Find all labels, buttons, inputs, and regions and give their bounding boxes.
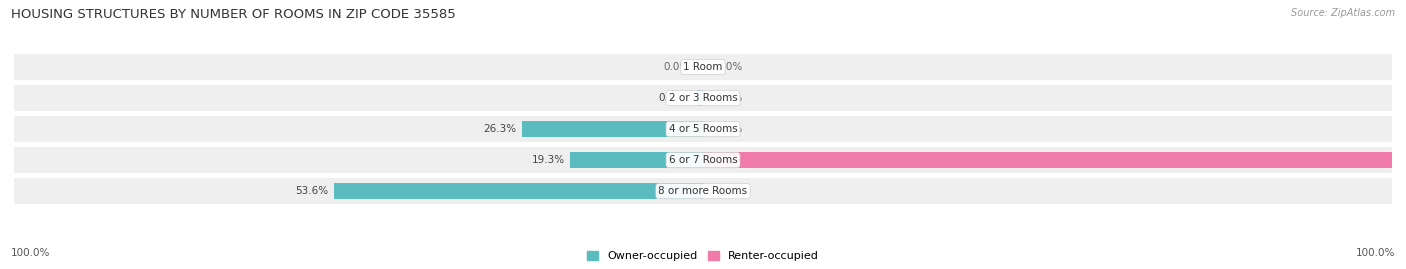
Text: 0.87%: 0.87% [658,93,692,103]
Bar [14,147,1392,173]
Text: 4 or 5 Rooms: 4 or 5 Rooms [669,124,737,134]
Bar [14,54,1392,80]
Text: 8 or more Rooms: 8 or more Rooms [658,186,748,196]
Text: 0.0%: 0.0% [717,186,742,196]
Text: 53.6%: 53.6% [295,186,328,196]
Text: 2 or 3 Rooms: 2 or 3 Rooms [669,93,737,103]
Bar [14,116,1392,142]
Bar [522,121,703,137]
Text: 100.0%: 100.0% [1355,248,1395,258]
Bar [703,152,1392,168]
Legend: Owner-occupied, Renter-occupied: Owner-occupied, Renter-occupied [582,246,824,266]
Text: 0.0%: 0.0% [717,124,742,134]
Text: 1 Room: 1 Room [683,62,723,72]
Text: HOUSING STRUCTURES BY NUMBER OF ROOMS IN ZIP CODE 35585: HOUSING STRUCTURES BY NUMBER OF ROOMS IN… [11,8,456,21]
Text: 0.0%: 0.0% [717,93,742,103]
Text: Source: ZipAtlas.com: Source: ZipAtlas.com [1291,8,1395,18]
Text: 19.3%: 19.3% [531,155,565,165]
Bar [569,152,703,168]
Text: 26.3%: 26.3% [484,124,516,134]
Bar [14,85,1392,111]
Text: 100.0%: 100.0% [11,248,51,258]
Text: 0.0%: 0.0% [717,62,742,72]
Bar [697,90,703,106]
Text: 100.0%: 100.0% [1398,155,1406,165]
Bar [14,178,1392,204]
Text: 6 or 7 Rooms: 6 or 7 Rooms [669,155,737,165]
Bar [333,183,703,199]
Text: 0.0%: 0.0% [664,62,689,72]
